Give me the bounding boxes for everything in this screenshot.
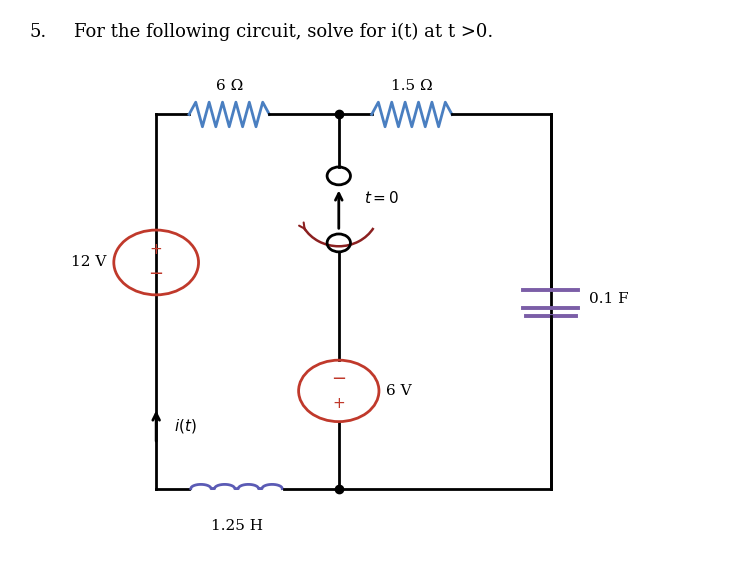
Text: 1.25 H: 1.25 H	[210, 519, 263, 534]
Text: +: +	[150, 242, 163, 257]
Text: 0.1 F: 0.1 F	[590, 292, 629, 306]
Text: $t = 0$: $t = 0$	[364, 190, 400, 206]
Text: −: −	[331, 370, 347, 388]
Text: $i(t)$: $i(t)$	[174, 417, 197, 435]
Text: 6 Ω: 6 Ω	[216, 80, 243, 93]
Text: 5.: 5.	[29, 23, 46, 41]
Text: −: −	[149, 265, 163, 283]
Text: 1.5 Ω: 1.5 Ω	[391, 80, 433, 93]
Text: For the following circuit, solve for i(t) at t >0.: For the following circuit, solve for i(t…	[74, 23, 493, 41]
Text: 6 V: 6 V	[386, 384, 412, 398]
Text: +: +	[333, 396, 345, 411]
Text: 12 V: 12 V	[71, 255, 107, 270]
